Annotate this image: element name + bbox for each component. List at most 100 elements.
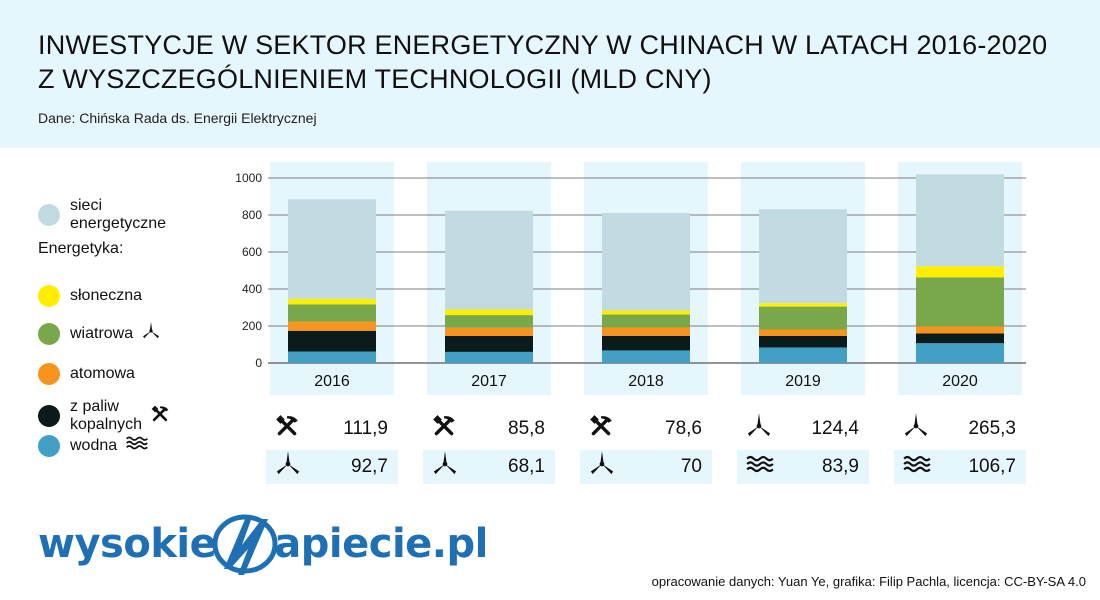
table-cell: 78,6 bbox=[580, 412, 712, 446]
table-column-2018: 78,6 70 bbox=[580, 412, 712, 486]
bar-segment bbox=[916, 174, 1004, 267]
table-column-2016: 111,9 92,7 bbox=[266, 412, 398, 486]
bar-segment bbox=[445, 351, 533, 363]
legend-item-wind: wiatrowa bbox=[38, 321, 161, 346]
legend-label-grid: sieci energetyczne bbox=[70, 197, 167, 232]
table-cell: 85,8 bbox=[423, 412, 555, 446]
bar-segment bbox=[916, 326, 1004, 334]
wind-turbine-icon bbox=[431, 450, 459, 484]
logo-text-left: wysokie bbox=[38, 521, 217, 567]
legend-item-grid: sieci energetyczne bbox=[38, 197, 166, 233]
bar-segment bbox=[759, 303, 847, 307]
x-tick-label-2019: 2019 bbox=[785, 373, 821, 390]
bar-segment bbox=[602, 212, 690, 311]
y-tick-label: 0 bbox=[255, 356, 262, 370]
x-tick-label-2020: 2020 bbox=[942, 373, 978, 390]
table-value: 92,7 bbox=[351, 456, 388, 477]
bar-segment bbox=[916, 343, 1004, 363]
table-value: 83,9 bbox=[822, 456, 859, 477]
wind-turbine-icon bbox=[588, 450, 616, 484]
legend-dot-grid bbox=[38, 204, 60, 226]
bar-segment bbox=[288, 321, 376, 331]
table-value: 124,4 bbox=[811, 418, 859, 439]
table-value: 265,3 bbox=[968, 418, 1016, 439]
bar-segment bbox=[288, 330, 376, 352]
table-value: 70 bbox=[680, 456, 702, 477]
legend-label-nuclear: atomowa bbox=[70, 365, 135, 382]
legend-label-wind: wiatrowa bbox=[70, 324, 134, 342]
data-source: Dane: Chińska Rada ds. Energii Elektrycz… bbox=[38, 110, 317, 126]
x-tick-label-2017: 2017 bbox=[471, 373, 507, 390]
table-cell: 111,9 bbox=[266, 412, 398, 446]
bar-segment bbox=[602, 350, 690, 363]
bar-segment bbox=[288, 351, 376, 363]
wind-turbine-icon bbox=[902, 412, 930, 446]
y-tick-label: 200 bbox=[242, 319, 262, 333]
table-column-2017: 85,8 68,1 bbox=[423, 412, 555, 486]
bar-segment bbox=[916, 277, 1004, 327]
table-cell: 83,9 bbox=[737, 450, 869, 484]
bar-segment bbox=[288, 298, 376, 305]
table-cell: 92,7 bbox=[266, 450, 398, 484]
legend-dot-nuclear bbox=[38, 363, 60, 385]
y-tick-label: 800 bbox=[242, 208, 262, 222]
legend-label-solar: słoneczna bbox=[70, 287, 143, 304]
bar-segment bbox=[445, 335, 533, 352]
legend-item-fossil: z paliw kopalnych bbox=[38, 398, 170, 434]
legend-item-solar: słoneczna bbox=[38, 285, 142, 307]
waves-icon bbox=[902, 453, 932, 481]
table-cell: 68,1 bbox=[423, 450, 555, 484]
legend-dot-fossil bbox=[38, 405, 60, 427]
bar-segment bbox=[445, 210, 533, 310]
hammer-pick-icon bbox=[431, 413, 457, 445]
bar-segment bbox=[602, 327, 690, 336]
bar-segment bbox=[288, 304, 376, 322]
table-cell: 124,4 bbox=[737, 412, 869, 446]
waves-icon bbox=[125, 434, 149, 457]
hammer-pick-icon bbox=[588, 413, 614, 445]
chart-title-line-1: INWESTYCJE W SEKTOR ENERGETYCZNY W CHINA… bbox=[38, 30, 1048, 60]
bar-segment bbox=[759, 347, 847, 363]
legend-dot-wind bbox=[38, 322, 60, 345]
bar-segment bbox=[759, 209, 847, 304]
table-value: 106,7 bbox=[968, 456, 1016, 477]
table-column-2020: 265,3 106,7 bbox=[894, 412, 1026, 486]
chart-title: INWESTYCJE W SEKTOR ENERGETYCZNY W CHINA… bbox=[38, 28, 1078, 96]
table-value: 111,9 bbox=[343, 418, 388, 439]
wind-turbine-icon bbox=[745, 412, 773, 446]
legend-item-nuclear: atomowa bbox=[38, 363, 135, 385]
x-tick-label-2016: 2016 bbox=[314, 373, 350, 390]
waves-icon bbox=[745, 453, 775, 481]
bar-segment bbox=[602, 335, 690, 351]
bar-segment bbox=[445, 309, 533, 316]
hammer-pick-icon bbox=[150, 404, 170, 429]
legend-heading: Energetyka: bbox=[38, 240, 124, 257]
bar-segment bbox=[759, 335, 847, 348]
bar-segment bbox=[288, 199, 376, 299]
legend-dot-hydro bbox=[38, 434, 60, 457]
legend-label-fossil: z paliw kopalnych bbox=[70, 398, 143, 433]
logo-text-right: apiecie.pl bbox=[274, 521, 488, 567]
wind-turbine-icon bbox=[274, 450, 302, 484]
credits: opracowanie danych: Yuan Ye, grafika: Fi… bbox=[651, 574, 1086, 589]
table-cell: 265,3 bbox=[894, 412, 1026, 446]
legend-item-hydro: wodna bbox=[38, 434, 149, 457]
table-value: 78,6 bbox=[665, 418, 702, 439]
bar-segment bbox=[759, 329, 847, 336]
x-tick-label-2018: 2018 bbox=[628, 373, 664, 390]
bar-segment bbox=[916, 266, 1004, 278]
table-cell: 70 bbox=[580, 450, 712, 484]
bar-segment bbox=[916, 333, 1004, 344]
hammer-pick-icon bbox=[274, 413, 300, 445]
table-column-2019: 124,4 83,9 bbox=[737, 412, 869, 486]
bar-segment bbox=[602, 314, 690, 328]
table-cell: 106,7 bbox=[894, 450, 1026, 484]
legend-label-hydro: wodna bbox=[70, 436, 118, 454]
y-tick-label: 600 bbox=[242, 245, 262, 259]
lightning-n-icon bbox=[212, 505, 278, 583]
wind-turbine-icon bbox=[141, 321, 161, 346]
bar-segment bbox=[445, 315, 533, 328]
table-value: 85,8 bbox=[508, 418, 545, 439]
legend-dot-solar bbox=[38, 285, 60, 307]
